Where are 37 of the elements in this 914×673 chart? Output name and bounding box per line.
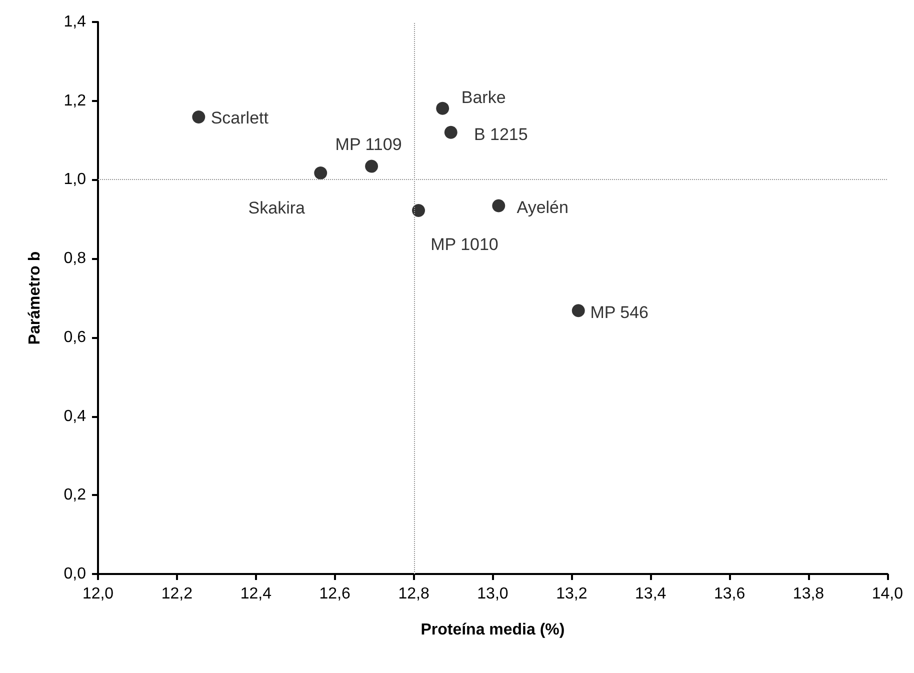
point <box>412 204 426 217</box>
x-tick-label: 12,6 <box>319 586 350 602</box>
y-tick-label: 0,4 <box>64 408 86 425</box>
point <box>314 166 328 180</box>
x-tick-label: 13,8 <box>792 586 824 602</box>
x-tick-label: 13,4 <box>635 586 666 602</box>
point <box>436 102 450 115</box>
y-tick-label: 1,2 <box>64 92 86 110</box>
x-tick-label: 12,0 <box>82 586 114 602</box>
x-tick-label: 13,0 <box>477 586 508 602</box>
series-label: MP 1109 <box>335 134 402 154</box>
y-tick-label: 0,8 <box>64 250 86 268</box>
series-label: Skakira <box>248 198 306 218</box>
x-tick-label: 14,0 <box>872 586 904 602</box>
point <box>444 126 458 139</box>
series-label: Ayelén <box>516 198 568 218</box>
point <box>192 110 206 124</box>
x-tick-label: 12,8 <box>398 586 430 602</box>
y-tick-label: 1,4 <box>64 14 86 30</box>
series-label: MP 546 <box>590 303 649 322</box>
x-tick-label: 12,2 <box>161 586 193 602</box>
point <box>365 160 378 173</box>
x-axis-title: Proteína media (%) <box>420 622 565 638</box>
series-label: B 1215 <box>474 124 528 144</box>
series-label: Scarlett <box>210 108 269 128</box>
x-tick-label: 12,4 <box>240 586 272 602</box>
series-label: MP 1010 <box>430 234 498 254</box>
x-tick-label: 13,6 <box>714 586 746 602</box>
y-axis-title: Parámetro b <box>26 251 44 345</box>
point <box>492 199 506 212</box>
y-tick-label: 0,2 <box>64 486 86 504</box>
point <box>572 304 585 318</box>
y-tick-label: 1,0 <box>64 171 86 188</box>
y-tick-label: 0,0 <box>64 566 86 582</box>
y-tick-label: 0,6 <box>64 328 86 346</box>
series-label: Barke <box>461 88 506 107</box>
x-tick-label: 13,2 <box>556 586 588 602</box>
